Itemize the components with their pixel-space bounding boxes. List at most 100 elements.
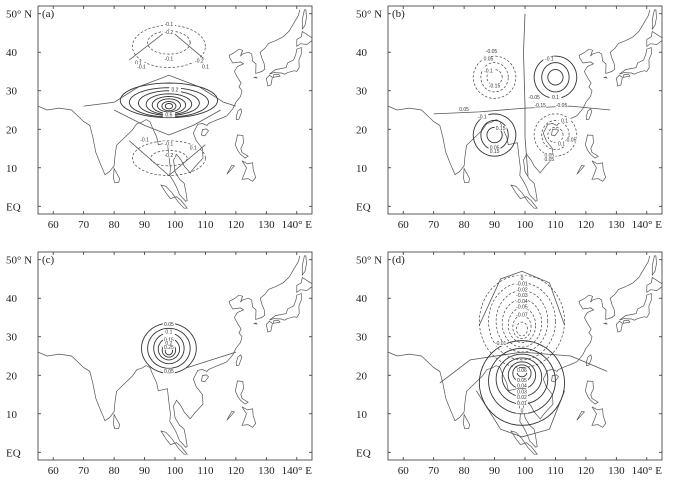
x-tick-label: 90 bbox=[139, 219, 151, 231]
coastline bbox=[38, 9, 301, 202]
positive-contour bbox=[507, 361, 537, 390]
contour-label: 0.05 bbox=[164, 322, 174, 328]
contour-label: 0.05 bbox=[544, 157, 554, 163]
x-tick-label: 120 bbox=[578, 219, 595, 231]
island-outline bbox=[201, 374, 209, 383]
y-tick-label: 20 bbox=[356, 370, 368, 382]
negative-contour bbox=[495, 290, 549, 353]
contour-label-bg bbox=[169, 87, 181, 93]
y-tick-label: 40 bbox=[6, 47, 18, 59]
contour-label: 0.05 bbox=[459, 107, 469, 113]
positive-contour bbox=[495, 353, 549, 405]
contour-label: 0.15 bbox=[496, 126, 506, 132]
contour-label: 0.2 bbox=[172, 88, 179, 94]
y-tick-label: 40 bbox=[356, 47, 368, 59]
island-outline bbox=[241, 160, 257, 182]
y-tick-label: EQ bbox=[356, 447, 371, 459]
map-layer: -0.1-0.20.1-0.1-0.2-0.10.10.20.6-0.1-0.1… bbox=[38, 9, 312, 209]
island-outline bbox=[269, 293, 302, 321]
contour-label-bg bbox=[555, 102, 568, 108]
y-tick-label: 10 bbox=[356, 409, 368, 421]
island-outline bbox=[510, 430, 538, 455]
island-outline bbox=[226, 165, 236, 175]
island-outline bbox=[615, 320, 623, 333]
contour-label: -0.2 bbox=[165, 30, 174, 36]
x-tick-label: 60 bbox=[398, 219, 410, 231]
island-outline bbox=[296, 30, 312, 48]
contour-label-bg bbox=[515, 394, 528, 400]
contour-label: -0.07 bbox=[516, 312, 528, 318]
positive-contour bbox=[533, 55, 578, 99]
contour-label-bg bbox=[558, 118, 571, 124]
chart-a: -0.1-0.20.1-0.1-0.2-0.10.10.20.6-0.1-0.1… bbox=[6, 5, 313, 231]
contour-label: -0.05 bbox=[556, 103, 568, 109]
contour-label-bg bbox=[135, 64, 148, 70]
island-outline bbox=[301, 9, 307, 31]
map-layer: -0.05 0.05 -0.1 -0.1 -0.15 -0.15 0.05 -0.05 0.15… bbox=[388, 9, 662, 209]
y-tick-label: 30 bbox=[6, 332, 18, 344]
contour-label-bg bbox=[515, 287, 528, 293]
island-outline bbox=[272, 73, 281, 78]
island-outline bbox=[113, 167, 120, 184]
contour-label-bg bbox=[162, 21, 175, 27]
contour-label-bg bbox=[162, 141, 175, 147]
contour-label-bg bbox=[488, 148, 501, 154]
island-outline bbox=[160, 184, 188, 209]
y-tick-label: 30 bbox=[356, 86, 368, 98]
y-tick-label: 50° N bbox=[6, 9, 32, 21]
contour-label-bg bbox=[193, 58, 206, 64]
contour-label-bg bbox=[515, 367, 528, 373]
x-tick-label: 140° E bbox=[282, 465, 313, 477]
contour-label-bg bbox=[543, 152, 556, 158]
positive-contour bbox=[151, 96, 187, 114]
island-outline bbox=[272, 319, 281, 324]
island-outline bbox=[235, 108, 243, 121]
island-outline bbox=[252, 322, 258, 325]
positive-contour bbox=[164, 103, 174, 110]
panel-d: 0 -0.01 -0.02 -0.03 -0.04 -0.05 -0.07 -0.01 0.06… bbox=[350, 246, 700, 491]
contour-label-bg bbox=[162, 340, 175, 346]
island-outline bbox=[234, 380, 249, 405]
island-outline bbox=[252, 76, 258, 79]
y-tick-label: 10 bbox=[356, 163, 368, 175]
positive-contour bbox=[145, 93, 193, 116]
x-tick-label: 100 bbox=[517, 465, 534, 477]
y-tick-label: 40 bbox=[356, 293, 368, 305]
contour-label-bg bbox=[515, 292, 528, 298]
contour-label: -0.01 bbox=[516, 282, 528, 288]
island-outline bbox=[584, 380, 599, 405]
contour-label: 0.2 bbox=[165, 341, 172, 347]
contour-label-bg bbox=[482, 56, 495, 62]
contour-label: -0.05 bbox=[486, 49, 498, 55]
x-tick-label: 140° E bbox=[282, 219, 313, 231]
positive-contour bbox=[472, 113, 517, 157]
contour-label: -0.1 bbox=[478, 115, 487, 121]
contour-label-bg bbox=[515, 312, 528, 318]
x-tick-label: 120 bbox=[578, 465, 595, 477]
x-tick-label: 100 bbox=[167, 465, 184, 477]
contour-label: -0.1 bbox=[165, 141, 174, 147]
zero-contour bbox=[478, 270, 565, 326]
contour-label-bg bbox=[162, 152, 175, 158]
panel-label: (d) bbox=[392, 254, 405, 266]
island-outline bbox=[622, 73, 631, 78]
x-tick-label: 80 bbox=[459, 465, 471, 477]
island-outline bbox=[269, 47, 302, 75]
plot-frame bbox=[37, 5, 313, 215]
contour-label-bg bbox=[515, 400, 528, 406]
x-tick-label: 120 bbox=[228, 219, 245, 231]
y-tick-label: 50° N bbox=[356, 9, 382, 21]
contour-label: 0.25 bbox=[164, 345, 174, 351]
negative-contour bbox=[533, 113, 578, 157]
x-tick-label: 80 bbox=[109, 465, 121, 477]
island-outline bbox=[622, 319, 631, 324]
contour-label-bg bbox=[485, 48, 498, 54]
x-tick-label: 70 bbox=[78, 465, 90, 477]
contour-label-bg bbox=[543, 156, 556, 162]
chart-b: -0.050.05-0.1-0.1-0.15-0.150.05-0.050.15… bbox=[356, 5, 663, 231]
positive-contour bbox=[138, 90, 200, 116]
x-tick-label: 140° E bbox=[632, 219, 663, 231]
x-tick-label: 130 bbox=[258, 219, 275, 231]
zero-contour bbox=[523, 13, 529, 176]
island-outline bbox=[301, 255, 307, 277]
